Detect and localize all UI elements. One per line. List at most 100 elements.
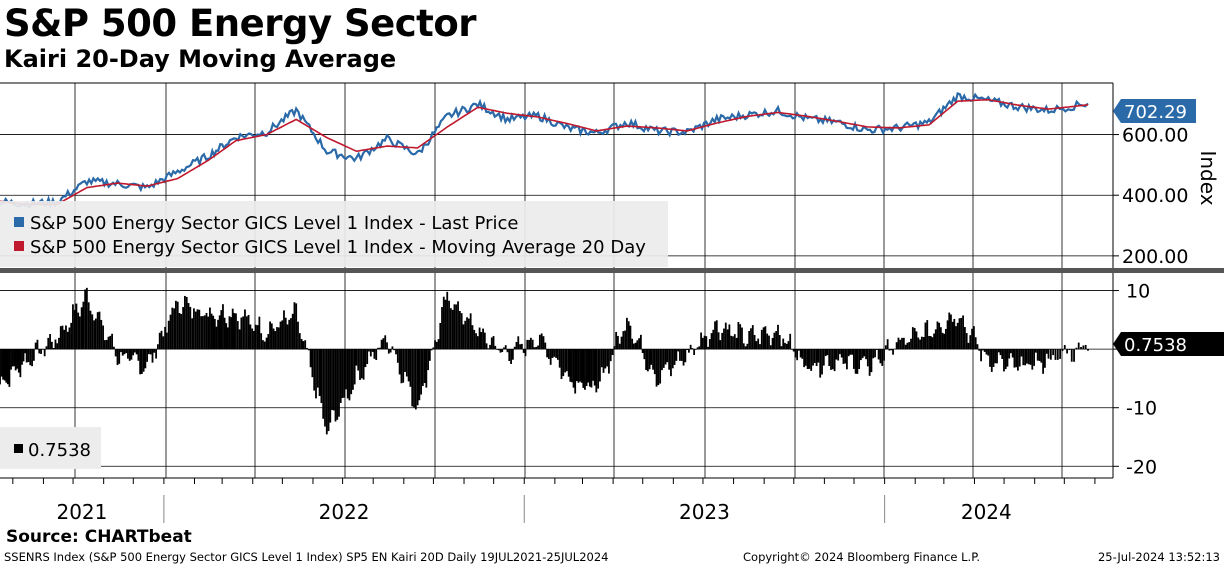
kairi-bar	[626, 317, 628, 350]
kairi-bar	[235, 313, 237, 350]
kairi-bar	[886, 339, 889, 350]
kairi-bar	[297, 321, 299, 350]
kairi-bar	[560, 349, 563, 380]
timestamp: 25-Jul-2024 13:52:13	[1097, 550, 1220, 564]
last-price-value: 702.29	[1124, 102, 1187, 123]
kairi-bar	[585, 349, 588, 386]
kairi-bar	[295, 303, 298, 350]
kairi-bar	[59, 326, 62, 350]
kairi-bar	[680, 349, 683, 361]
y-tick-label-lower: -20	[1126, 456, 1157, 478]
kairi-bar	[753, 334, 756, 350]
kairi-bar	[386, 342, 388, 350]
kairi-bar	[919, 339, 921, 350]
kairi-bar	[453, 304, 456, 350]
kairi-bar	[1059, 349, 1062, 359]
kairi-bar	[540, 333, 543, 350]
kairi-bar	[948, 312, 951, 350]
kairi-bar	[700, 332, 702, 350]
kairi-bar	[558, 349, 561, 368]
kairi-bar	[205, 312, 208, 350]
kairi-bar	[369, 349, 372, 357]
moving-average-line	[0, 98, 1089, 206]
kairi-bar	[128, 349, 131, 361]
kairi-bar	[139, 349, 142, 375]
kairi-bar	[714, 321, 716, 350]
kairi-bar	[1010, 349, 1012, 354]
kairi-bar	[629, 325, 632, 350]
kairi-bar	[52, 347, 55, 350]
kairi-bar	[608, 349, 610, 374]
kairi-bar	[510, 349, 512, 364]
kairi-bar	[978, 349, 981, 351]
kairi-bar	[65, 325, 67, 350]
kairi-bar	[892, 349, 894, 355]
kairi-bar	[496, 349, 498, 350]
kairi-bar	[609, 349, 612, 362]
kairi-bar	[791, 349, 793, 350]
kairi-bar	[673, 349, 676, 365]
kairi-bar	[260, 333, 263, 350]
kairi-bar	[63, 329, 66, 350]
kairi-bar	[817, 349, 820, 363]
kairi-bar	[304, 340, 307, 350]
kairi-bar	[448, 300, 450, 350]
kairi-bar	[332, 349, 335, 411]
kairi-bar	[799, 349, 802, 358]
kairi-bar	[542, 336, 545, 350]
kairi-bar	[5, 349, 8, 383]
kairi-bar	[1054, 349, 1057, 360]
kairi-bar	[120, 349, 122, 353]
kairi-bar	[485, 343, 488, 350]
kairi-bar	[189, 306, 192, 350]
y-axis-title: Index	[1196, 150, 1220, 205]
y-tick-label-lower: 10	[1126, 281, 1150, 303]
kairi-bar	[329, 349, 332, 423]
kairi-bar	[733, 334, 736, 350]
kairi-bar	[787, 341, 790, 350]
kairi-bar	[715, 320, 718, 350]
kairi-bar	[1027, 349, 1030, 365]
kairi-bar	[85, 287, 88, 350]
kairi-bar	[806, 349, 809, 369]
kairi-bar	[868, 349, 871, 376]
kairi-bar	[924, 322, 927, 350]
kairi-bar	[941, 332, 944, 350]
kairi-bar	[357, 349, 360, 371]
kairi-bar	[980, 349, 982, 362]
kairi-bar	[592, 349, 594, 381]
kairi-bar	[1044, 349, 1046, 368]
kairi-bar	[819, 349, 822, 378]
kairi-bar	[835, 349, 838, 360]
kairi-bar	[666, 349, 669, 363]
kairi-bar	[290, 318, 292, 350]
kairi-bar	[346, 349, 349, 399]
kairi-bar	[956, 322, 959, 350]
kairi-bar	[3, 349, 6, 381]
kairi-bar	[780, 346, 783, 350]
kairi-bar	[10, 349, 12, 370]
kairi-bar	[506, 349, 509, 353]
kairi-bar	[162, 336, 165, 350]
kairi-bar	[839, 349, 841, 355]
kairi-bar	[366, 349, 369, 365]
kairi-bar	[418, 349, 421, 401]
kairi-bar	[22, 349, 25, 362]
kairi-bar	[815, 349, 818, 367]
kairi-bar	[597, 349, 600, 389]
kairi-bar	[135, 349, 138, 355]
kairi-bar	[967, 342, 970, 350]
kairi-bar	[537, 345, 539, 350]
kairi-bar	[870, 349, 873, 373]
kairi-bar	[1004, 349, 1007, 370]
kairi-bar	[1024, 349, 1027, 366]
kairi-bar	[31, 349, 33, 367]
kairi-bar	[98, 311, 101, 350]
kairi-bar	[865, 349, 867, 360]
kairi-bar	[127, 349, 129, 359]
y-tick-label-upper: 600.00	[1122, 125, 1188, 147]
kairi-bar	[91, 314, 94, 350]
kairi-bar	[1003, 349, 1005, 372]
kairi-bar	[944, 328, 947, 350]
kairi-bar	[803, 349, 806, 368]
